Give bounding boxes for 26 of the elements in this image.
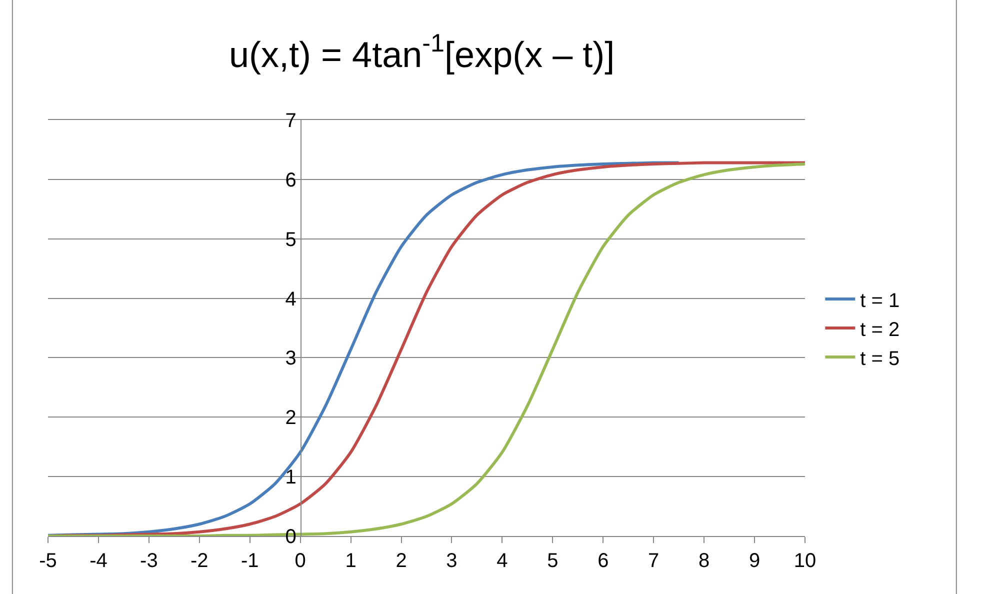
y-tick-label: 3: [285, 348, 296, 370]
y-tick-label: 6: [285, 169, 296, 192]
x-tick-label: -2: [190, 550, 208, 572]
x-tick-label: 5: [547, 550, 558, 572]
x-tick-label: -3: [140, 550, 158, 572]
legend-label: t = 1: [860, 290, 900, 312]
x-tick-label: -4: [90, 550, 108, 572]
y-tick-label: 1: [285, 466, 296, 489]
x-tick-label: 6: [598, 550, 609, 572]
legend-label: t = 2: [860, 318, 900, 341]
x-tick-label: 4: [496, 550, 508, 572]
y-tick-label: 7: [285, 110, 296, 132]
x-tick-label: -1: [240, 550, 259, 572]
x-tick-label: -5: [39, 550, 57, 572]
x-tick-label: 10: [794, 550, 816, 572]
y-tick-label: 4: [285, 288, 296, 310]
legend-label: t = 5: [860, 348, 900, 370]
x-tick-label: 7: [648, 550, 660, 572]
y-tick-label: 5: [285, 228, 296, 251]
chart-title: u(x,t) = 4tan$^{-1}$[exp(x – t)]: [229, 30, 615, 75]
y-tick-label: 2: [285, 407, 296, 430]
x-tick-label: 8: [698, 550, 710, 572]
x-tick-label: 9: [748, 550, 760, 572]
x-tick-label: 2: [396, 550, 407, 572]
x-tick-label: 3: [446, 550, 458, 572]
x-tick-label: 1: [345, 550, 356, 572]
